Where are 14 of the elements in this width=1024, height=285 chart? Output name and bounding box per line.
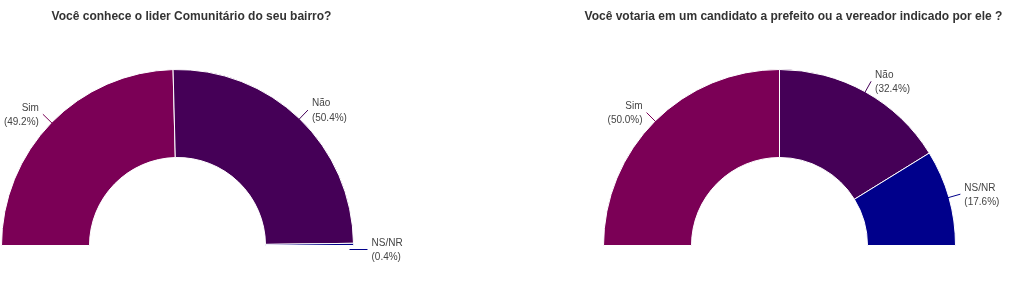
slice-label: Não: [875, 68, 894, 80]
data-label: (50.0%): [607, 114, 643, 126]
chart-title: Você votaria em um candidato a prefeito ou a vereador indicado por ele ?: [584, 8, 1003, 23]
data-label: (0.4%): [371, 251, 401, 263]
data-label: (49.2%): [3, 115, 39, 127]
data-label: (32.4%): [875, 82, 911, 94]
chart-title: Você conhece o lider Comunitário do seu bairro?: [51, 8, 332, 23]
slice-label: Sim: [625, 99, 643, 111]
slice-label: NS/NR: [964, 181, 996, 193]
slice-label: Não: [311, 97, 331, 109]
data-label: (50.4%): [311, 111, 347, 123]
slice-label: NS/NR: [371, 236, 403, 248]
slice-label: Sim: [21, 101, 39, 113]
data-label: (17.6%): [964, 195, 1000, 207]
